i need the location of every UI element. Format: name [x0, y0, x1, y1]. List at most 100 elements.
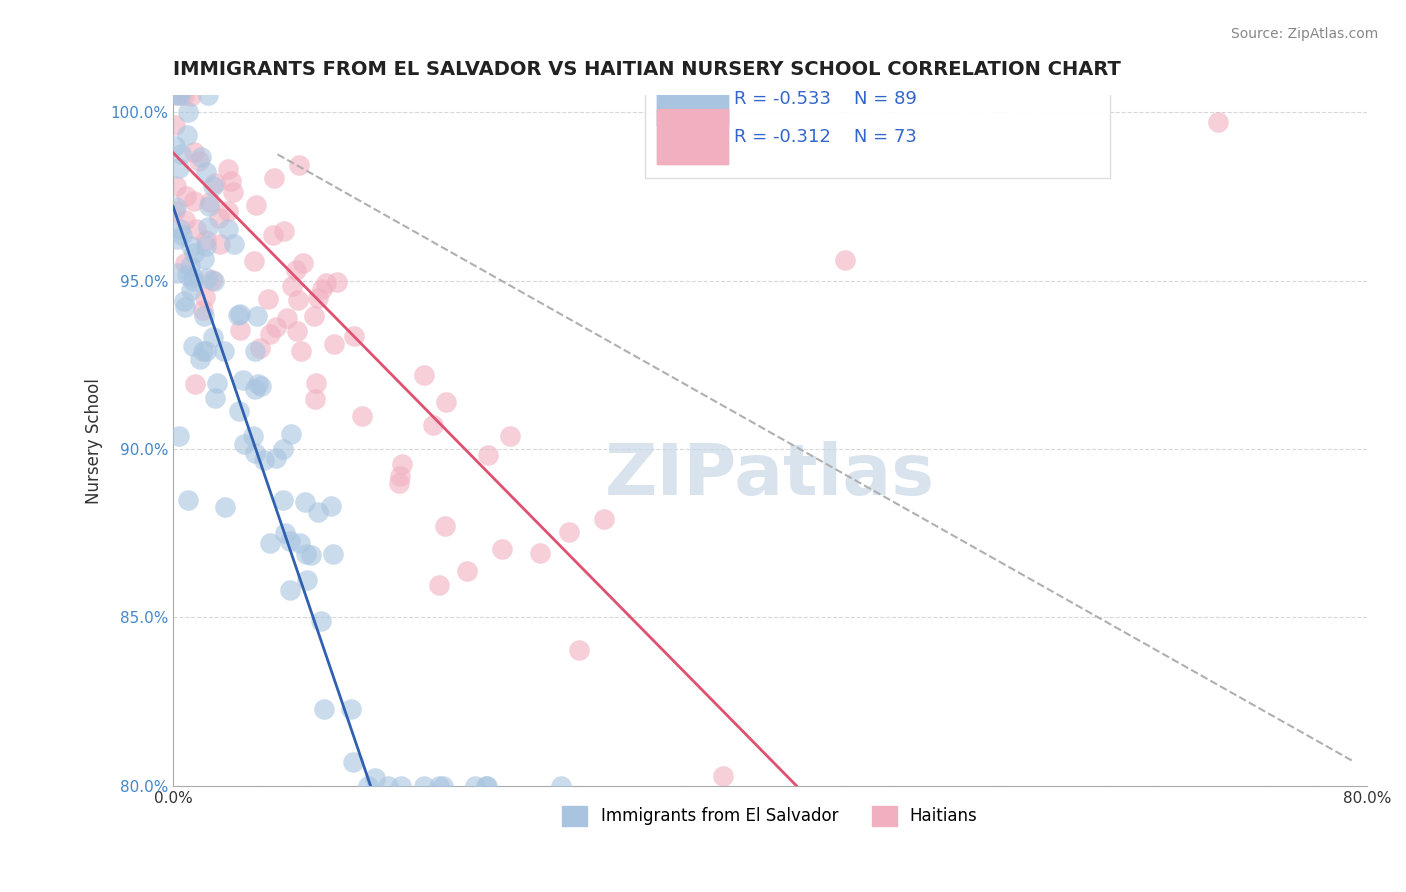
Immigrants from El Salvador: [274, 526, 297, 541]
Haitians: [422, 418, 444, 433]
Immigrants from El Salvador: [314, 702, 336, 716]
Immigrants from El Salvador: [191, 343, 214, 358]
Haitians: [264, 319, 287, 334]
Y-axis label: Nursery School: Nursery School: [86, 377, 103, 504]
Immigrants from El Salvador: [173, 293, 195, 308]
Immigrants from El Salvador: [413, 779, 436, 793]
Haitians: [273, 223, 295, 237]
Haitians: [311, 282, 333, 296]
Haitians: [219, 174, 242, 188]
Haitians: [188, 154, 211, 169]
Haitians: [245, 198, 267, 212]
Immigrants from El Salvador: [166, 232, 188, 246]
Haitians: [557, 525, 579, 540]
Immigrants from El Salvador: [307, 505, 329, 519]
Text: IMMIGRANTS FROM EL SALVADOR VS HAITIAN NURSERY SCHOOL CORRELATION CHART: IMMIGRANTS FROM EL SALVADOR VS HAITIAN N…: [173, 60, 1121, 78]
Immigrants from El Salvador: [180, 238, 202, 252]
Immigrants from El Salvador: [190, 150, 212, 164]
Immigrants from El Salvador: [202, 274, 225, 288]
Immigrants from El Salvador: [342, 755, 364, 769]
Immigrants from El Salvador: [214, 500, 236, 515]
Haitians: [194, 290, 217, 304]
Haitians: [195, 233, 218, 247]
Immigrants from El Salvador: [169, 221, 191, 235]
Immigrants from El Salvador: [169, 88, 191, 103]
Haitians: [285, 324, 308, 338]
Immigrants from El Salvador: [427, 779, 450, 793]
Immigrants from El Salvador: [550, 779, 572, 793]
Immigrants from El Salvador: [194, 343, 217, 358]
Haitians: [499, 429, 522, 443]
Haitians: [343, 328, 366, 343]
Immigrants from El Salvador: [188, 352, 211, 367]
Immigrants from El Salvador: [165, 200, 187, 214]
Immigrants from El Salvador: [243, 382, 266, 396]
Immigrants from El Salvador: [205, 376, 228, 391]
Haitians: [163, 88, 186, 103]
Haitians: [165, 179, 187, 194]
Text: ZIPatlas: ZIPatlas: [605, 441, 935, 509]
Immigrants from El Salvador: [197, 219, 219, 234]
Haitians: [173, 88, 195, 103]
Immigrants from El Salvador: [226, 308, 249, 322]
Haitians: [259, 327, 281, 342]
Haitians: [262, 227, 284, 242]
Immigrants from El Salvador: [228, 307, 250, 321]
Haitians: [193, 303, 215, 318]
Immigrants from El Salvador: [212, 344, 235, 359]
Haitians: [713, 769, 735, 783]
Immigrants from El Salvador: [177, 104, 200, 119]
Text: Source: ZipAtlas.com: Source: ZipAtlas.com: [1230, 27, 1378, 41]
Haitians: [201, 273, 224, 287]
FancyBboxPatch shape: [657, 109, 728, 164]
Immigrants from El Salvador: [242, 428, 264, 442]
Immigrants from El Salvador: [195, 271, 218, 285]
Immigrants from El Salvador: [177, 492, 200, 507]
Haitians: [217, 162, 239, 177]
Immigrants from El Salvador: [243, 343, 266, 358]
Immigrants from El Salvador: [201, 330, 224, 344]
Immigrants from El Salvador: [266, 450, 288, 465]
Immigrants from El Salvador: [176, 128, 198, 143]
Immigrants from El Salvador: [228, 404, 250, 418]
Haitians: [276, 311, 298, 326]
Immigrants from El Salvador: [176, 268, 198, 282]
Haitians: [433, 519, 456, 533]
Haitians: [315, 276, 337, 290]
Haitians: [302, 310, 325, 324]
Haitians: [290, 343, 312, 358]
Immigrants from El Salvador: [179, 260, 201, 274]
Haitians: [249, 341, 271, 355]
Immigrants from El Salvador: [166, 266, 188, 280]
Immigrants from El Salvador: [294, 495, 316, 509]
Haitians: [427, 578, 450, 592]
Haitians: [222, 185, 245, 199]
Immigrants from El Salvador: [278, 582, 301, 597]
Haitians: [183, 145, 205, 159]
Immigrants from El Salvador: [183, 245, 205, 260]
Immigrants from El Salvador: [167, 88, 190, 103]
Immigrants from El Salvador: [432, 779, 454, 793]
Haitians: [307, 291, 329, 305]
Haitians: [198, 194, 221, 209]
Immigrants from El Salvador: [167, 161, 190, 175]
Haitians: [180, 88, 202, 103]
Text: R = -0.533    N = 89: R = -0.533 N = 89: [734, 90, 917, 108]
Immigrants from El Salvador: [246, 376, 269, 391]
Immigrants from El Salvador: [232, 373, 254, 387]
Immigrants from El Salvador: [278, 533, 301, 548]
Immigrants from El Salvador: [280, 426, 302, 441]
Haitians: [288, 158, 311, 172]
Haitians: [323, 337, 346, 351]
Immigrants from El Salvador: [181, 339, 204, 353]
Immigrants from El Salvador: [245, 446, 267, 460]
Haitians: [184, 377, 207, 392]
Haitians: [243, 254, 266, 268]
Haitians: [204, 176, 226, 190]
Immigrants from El Salvador: [377, 779, 399, 793]
Haitians: [834, 253, 856, 268]
Haitians: [434, 395, 457, 409]
Haitians: [183, 194, 205, 208]
Immigrants from El Salvador: [217, 221, 239, 235]
Immigrants from El Salvador: [273, 493, 295, 508]
